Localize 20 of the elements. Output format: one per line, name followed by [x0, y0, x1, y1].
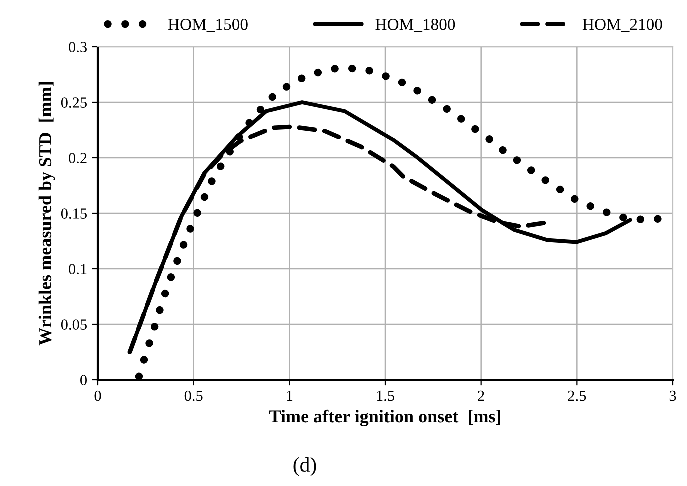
y-tick-label: 0.15: [61, 208, 87, 220]
y-tick-label: 0.05: [61, 320, 87, 330]
x-tick-label: 2: [478, 390, 484, 402]
x-tick-label: 2.5: [568, 390, 586, 402]
x-tick-label: 0.5: [184, 390, 203, 402]
y-tick-label: 0.2: [69, 153, 87, 164]
y-tick-label: 0.1: [69, 264, 87, 275]
x-tick-label: 0: [94, 390, 102, 402]
y-tick-label: 0.25: [61, 98, 87, 108]
x-axis-title: Time after ignition onset [ms]: [270, 410, 500, 427]
x-tick-label: 1: [287, 390, 293, 402]
legend-label: HOM_2100: [582, 19, 662, 32]
text: (d): [294, 457, 316, 476]
x-tick-label: 3: [670, 390, 676, 402]
y-axis-title: Wrinkles measured by STD [mm]: [38, 82, 56, 346]
y-tick-label: 0.3: [69, 42, 87, 53]
legend-label: HOM_1500: [168, 19, 248, 32]
legend-label: HOM_1800: [376, 19, 456, 32]
x-tick-label: 1.5: [377, 390, 394, 402]
y-tick-label: 0: [80, 375, 87, 386]
